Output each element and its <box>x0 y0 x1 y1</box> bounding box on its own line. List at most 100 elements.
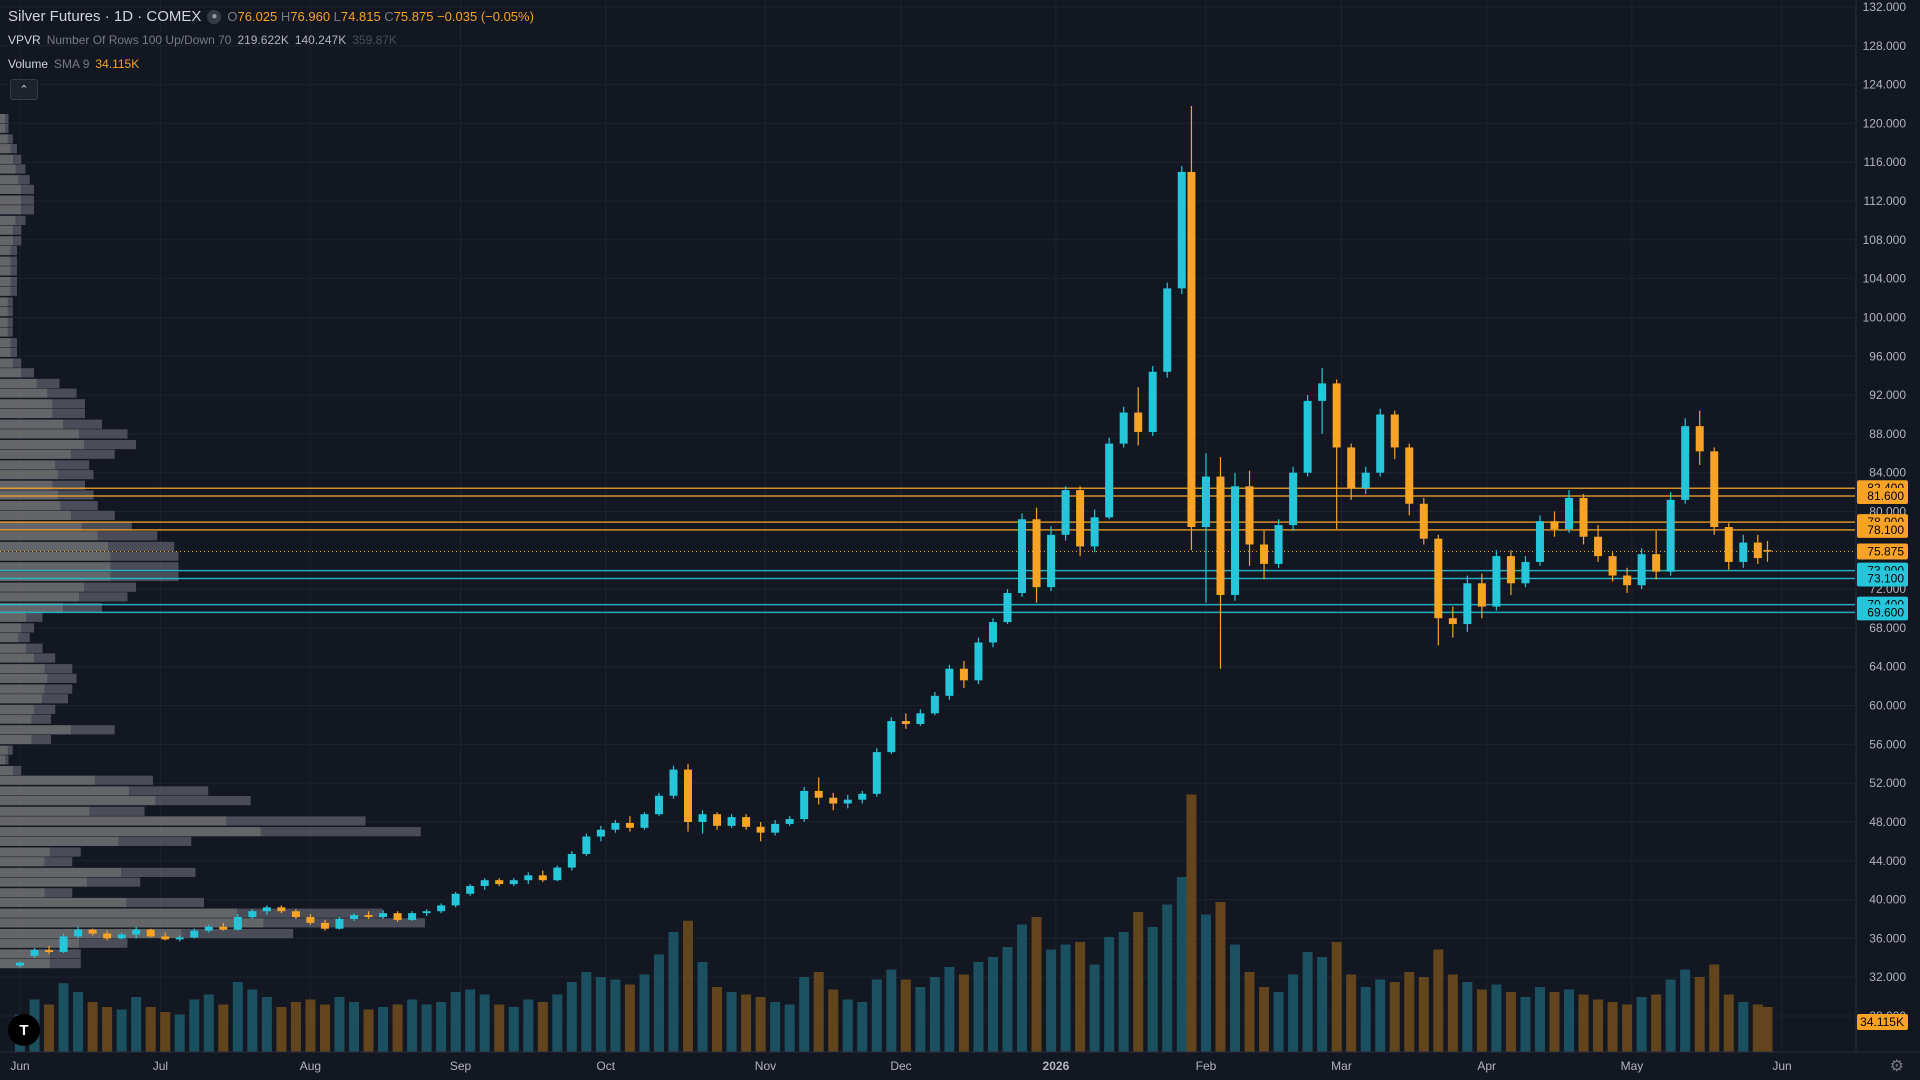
volume-profile-bar-down <box>5 123 9 133</box>
collapse-legend-button[interactable]: ⌃ <box>10 79 38 100</box>
volume-profile-bar-down <box>44 888 73 898</box>
volume-profile-bar-down <box>7 317 13 327</box>
candle-up <box>771 823 780 833</box>
volume-profile-bar-down <box>34 653 56 663</box>
volume-bar-down <box>102 1007 113 1052</box>
price-tick-label: 64.000 <box>1869 660 1906 674</box>
volume-bar-down <box>683 920 694 1052</box>
open-label: O <box>227 9 238 24</box>
price-tick-label: 124.000 <box>1863 78 1907 92</box>
volume-profile-bar-down <box>108 541 175 552</box>
volume-bar-down <box>1331 942 1342 1052</box>
volume-profile-bar-up <box>0 521 82 531</box>
volume-profile-bar-up <box>0 623 22 633</box>
eye-icon[interactable]: ● <box>207 9 222 24</box>
time-tick-label: Jun <box>10 1059 29 1073</box>
price-axis-bg <box>1856 0 1920 1080</box>
level-badge <box>1857 604 1908 621</box>
volume-profile-bar-down <box>21 184 34 194</box>
candle-down <box>829 797 838 804</box>
volume-bar-down <box>1723 994 1734 1052</box>
volume-profile-bar-down <box>50 949 81 959</box>
candle-down <box>1390 414 1399 448</box>
volume-bar-down <box>828 989 839 1052</box>
volume-profile-bar-down <box>47 673 77 683</box>
volume-profile-bar-down <box>15 164 26 174</box>
volume-profile-bar-up <box>0 775 95 785</box>
volume-bar-up <box>508 1007 519 1052</box>
volume-bar-up <box>436 1002 447 1052</box>
volume-profile-bar-down <box>63 602 102 613</box>
volume-profile-bar-up <box>0 857 45 867</box>
candle-up <box>916 713 925 724</box>
volume-bar-up <box>1002 947 1013 1052</box>
level-badge <box>1857 521 1908 538</box>
chart-grid <box>0 0 1855 1052</box>
volume-profile-bar-down <box>13 154 22 164</box>
volume-bar-up <box>261 997 272 1052</box>
volume-bar-down <box>1505 992 1516 1052</box>
candle-up <box>509 880 518 885</box>
volume-profile-bar-up <box>0 714 32 724</box>
volume-bar-up <box>770 1002 781 1052</box>
vpvr-legend[interactable]: VPVR Number Of Rows 100 Up/Down 70 219.6… <box>8 33 397 47</box>
volume-profile-bar-up <box>0 562 111 572</box>
time-tick-label: Aug <box>300 1059 321 1073</box>
volume-profile-bar-down <box>42 694 68 704</box>
volume-bar-down <box>160 1012 171 1052</box>
candle-up <box>1492 556 1501 607</box>
volume-bar-up <box>232 982 243 1052</box>
candle-up <box>669 769 678 796</box>
symbol-title[interactable]: Silver Futures · 1D · COMEX <box>8 8 202 25</box>
candle-down <box>495 880 504 885</box>
candle-up <box>843 799 852 804</box>
candle-up <box>30 950 39 956</box>
volume-bar-up <box>1491 984 1502 1052</box>
volume-profile-bar-down <box>7 745 13 755</box>
candle-up <box>1177 171 1186 289</box>
volume-bar-down <box>1346 974 1357 1052</box>
volume-bar-up <box>116 1009 127 1052</box>
candle-up <box>1047 534 1056 588</box>
volume-legend[interactable]: Volume SMA 9 34.115K <box>8 57 139 71</box>
volume-profile-bar-down <box>155 796 251 806</box>
volume-profile-bar-up <box>0 592 80 602</box>
tradingview-logo-icon[interactable]: T <box>8 1014 40 1046</box>
candle-down <box>1419 503 1428 539</box>
volume-bar-down <box>145 1007 156 1052</box>
volume-profile-bar-down <box>52 399 85 409</box>
volume-bar-down <box>1031 917 1042 1052</box>
volume-profile-bar-down <box>44 857 73 867</box>
volume-profile-bar-down <box>57 490 94 500</box>
volume-profile-bar-up <box>0 582 85 592</box>
volume-bar-up <box>479 994 490 1052</box>
volume-profile-bar-up <box>0 571 111 582</box>
candle-up <box>16 962 24 966</box>
volume-bar-up <box>58 983 69 1052</box>
volume-profile-bar-down <box>13 765 22 776</box>
candle-up <box>596 829 605 837</box>
candle-up <box>1090 517 1099 547</box>
gear-icon[interactable]: ⚙ <box>1889 1058 1904 1075</box>
volume-profile-bar-up <box>0 490 58 500</box>
volume-profile-bar-down <box>44 684 73 694</box>
candle-up <box>422 911 431 914</box>
ohlc-values: O76.025 H76.960 L74.815 C75.875 −0.035 (… <box>227 9 534 24</box>
volume-bar-down <box>1762 1007 1773 1052</box>
volume-bar-down <box>1651 994 1662 1052</box>
candle-up <box>1231 486 1240 595</box>
volume-profile-bar-down <box>263 918 425 928</box>
volume-bar-down <box>712 987 723 1052</box>
volume-bar-down <box>87 1002 98 1052</box>
candle-up <box>727 817 736 826</box>
price-tick-label: 32.000 <box>1869 970 1906 984</box>
candle-up <box>1463 583 1472 625</box>
candle-up <box>1303 400 1312 473</box>
candle-down <box>161 936 170 940</box>
volume-profile-bar-down <box>21 623 34 633</box>
volume-profile-bar-up <box>0 786 130 796</box>
candle-up <box>800 790 809 820</box>
volume-bar-up <box>1089 964 1100 1052</box>
candle-up <box>553 867 562 881</box>
